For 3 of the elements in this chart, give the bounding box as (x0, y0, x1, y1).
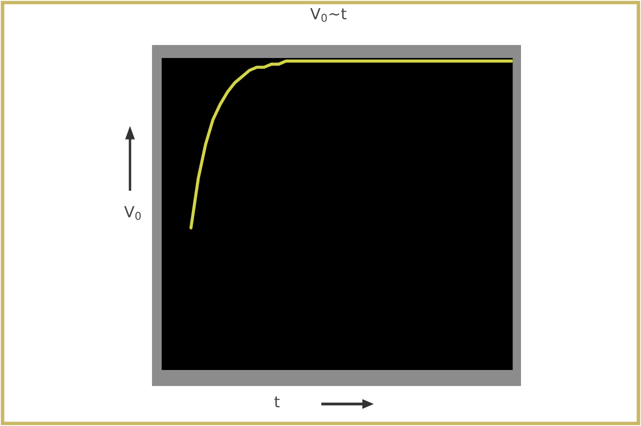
y-axis-title: V$_{0}$ (124, 206, 141, 220)
x-axis-title: t (274, 396, 280, 408)
chart-title: V$_{0}$~t (310, 8, 346, 22)
